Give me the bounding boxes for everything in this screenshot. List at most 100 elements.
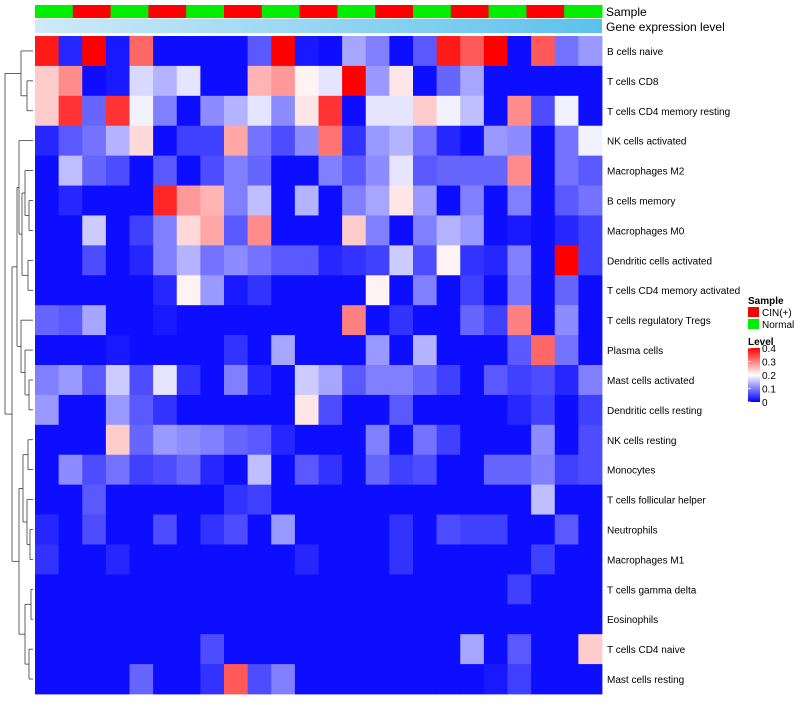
heatmap-cell	[82, 604, 107, 635]
heatmap-cell	[365, 544, 390, 575]
heatmap-cell	[318, 245, 343, 276]
heatmap-cell	[318, 305, 343, 336]
heatmap-cell	[224, 245, 249, 276]
heatmap-cell	[224, 65, 249, 97]
heatmap-cell	[200, 36, 225, 67]
heatmap-cell	[58, 36, 83, 67]
heatmap-cell	[578, 424, 603, 456]
heatmap-cell	[554, 335, 579, 366]
heatmap-cell	[247, 36, 272, 67]
heatmap-cell	[35, 514, 60, 545]
heatmap-cell	[105, 574, 130, 605]
row-label-nk-cells-resting: NK cells resting	[607, 436, 676, 447]
heatmap-cell	[578, 125, 603, 157]
heatmap-cell	[460, 65, 485, 97]
heatmap-cell	[294, 604, 319, 635]
row-label-mast-cells-resting: Mast cells resting	[607, 675, 684, 686]
heatmap-cell	[389, 125, 414, 157]
row-label-b-cells-naive: B cells naive	[607, 47, 664, 58]
heatmap-cell	[554, 36, 579, 67]
heatmap-cell	[247, 185, 272, 216]
heatmap-cell	[224, 185, 249, 216]
heatmap-cell	[129, 36, 154, 67]
heatmap-cell	[436, 245, 461, 276]
heatmap-cell	[176, 604, 201, 635]
heatmap-cell	[35, 365, 60, 396]
heatmap-cell	[389, 275, 414, 306]
heatmap-cell	[531, 634, 556, 665]
heatmap-cell	[389, 424, 414, 456]
heatmap-cell	[105, 125, 130, 157]
level-tick-label: 0.3	[762, 358, 776, 369]
heatmap-cell	[105, 634, 130, 665]
heatmap-cell	[342, 454, 367, 486]
heatmap-cell	[460, 484, 485, 515]
heatmap-cell	[129, 215, 154, 246]
heatmap-cell	[554, 155, 579, 186]
heatmap-cell	[460, 365, 485, 396]
heatmap-cell	[578, 365, 603, 396]
heatmap-cell	[413, 544, 438, 575]
heatmap-cell	[413, 634, 438, 665]
heatmap-cell	[35, 424, 60, 456]
heatmap-cell	[224, 484, 249, 515]
heatmap-cell	[389, 36, 414, 67]
heatmap-cell	[531, 245, 556, 276]
legend-level-title: Level	[748, 337, 774, 348]
heatmap-cell	[531, 36, 556, 67]
heatmap-cell	[531, 514, 556, 545]
heatmap-cell	[153, 604, 178, 635]
heatmap-cell	[271, 36, 296, 67]
legend-level-ticks: 0.4 0.3 0.2 0.1 0	[748, 344, 776, 409]
heatmap-cell	[105, 155, 130, 186]
sample-annotation-cell	[186, 5, 225, 18]
heatmap-cell	[247, 604, 272, 635]
heatmap-cell	[200, 155, 225, 186]
heatmap-cell	[342, 155, 367, 186]
heatmap-cell	[58, 514, 83, 545]
heatmap-cell	[153, 394, 178, 426]
heatmap-cell	[389, 514, 414, 545]
heatmap-cell	[318, 514, 343, 545]
sample-annotation-cell	[526, 5, 565, 18]
row-labels: B cells naive T cells CD8 T cells CD4 memo…	[607, 47, 740, 686]
heatmap-cell	[578, 454, 603, 486]
heatmap-cell	[247, 394, 272, 426]
heatmap-cell	[105, 514, 130, 545]
heatmap-cell	[35, 65, 60, 97]
heatmap-cell	[554, 125, 579, 157]
heatmap-cell	[105, 305, 130, 336]
heatmap-cell	[365, 484, 390, 515]
heatmap-cell	[413, 484, 438, 515]
heatmap-cell	[176, 365, 201, 396]
heatmap-cell	[200, 95, 225, 127]
heatmap-cell	[342, 65, 367, 97]
heatmap-cell	[224, 125, 249, 157]
heatmap-cell	[507, 95, 532, 127]
heatmap-cell	[318, 604, 343, 635]
heatmap-cell	[176, 155, 201, 186]
legend: Sample CIN(+) Normal Level 0.4 0.3 0.2 0.1 0	[748, 296, 794, 409]
heatmap-cell	[58, 305, 83, 336]
heatmap-cell	[294, 245, 319, 276]
heatmap-cell	[82, 634, 107, 665]
heatmap-cell	[531, 215, 556, 246]
heatmap-cell	[531, 95, 556, 127]
heatmap-cell	[129, 335, 154, 366]
heatmap-cell	[153, 95, 178, 127]
heatmap-cell	[413, 36, 438, 67]
heatmap-cell	[176, 484, 201, 515]
heatmap-cell	[389, 365, 414, 396]
heatmap-cell	[35, 95, 60, 127]
heatmap-cell	[413, 125, 438, 157]
heatmap-cell	[153, 544, 178, 575]
heatmap-cell	[271, 305, 296, 336]
heatmap-cell	[483, 634, 508, 665]
heatmap-cell	[58, 65, 83, 97]
heatmap-cell	[271, 394, 296, 426]
heatmap-cell	[554, 574, 579, 605]
heatmap-cell	[413, 394, 438, 426]
heatmap-cell	[342, 574, 367, 605]
heatmap-cell	[507, 424, 532, 456]
heatmap-cell	[507, 664, 532, 695]
